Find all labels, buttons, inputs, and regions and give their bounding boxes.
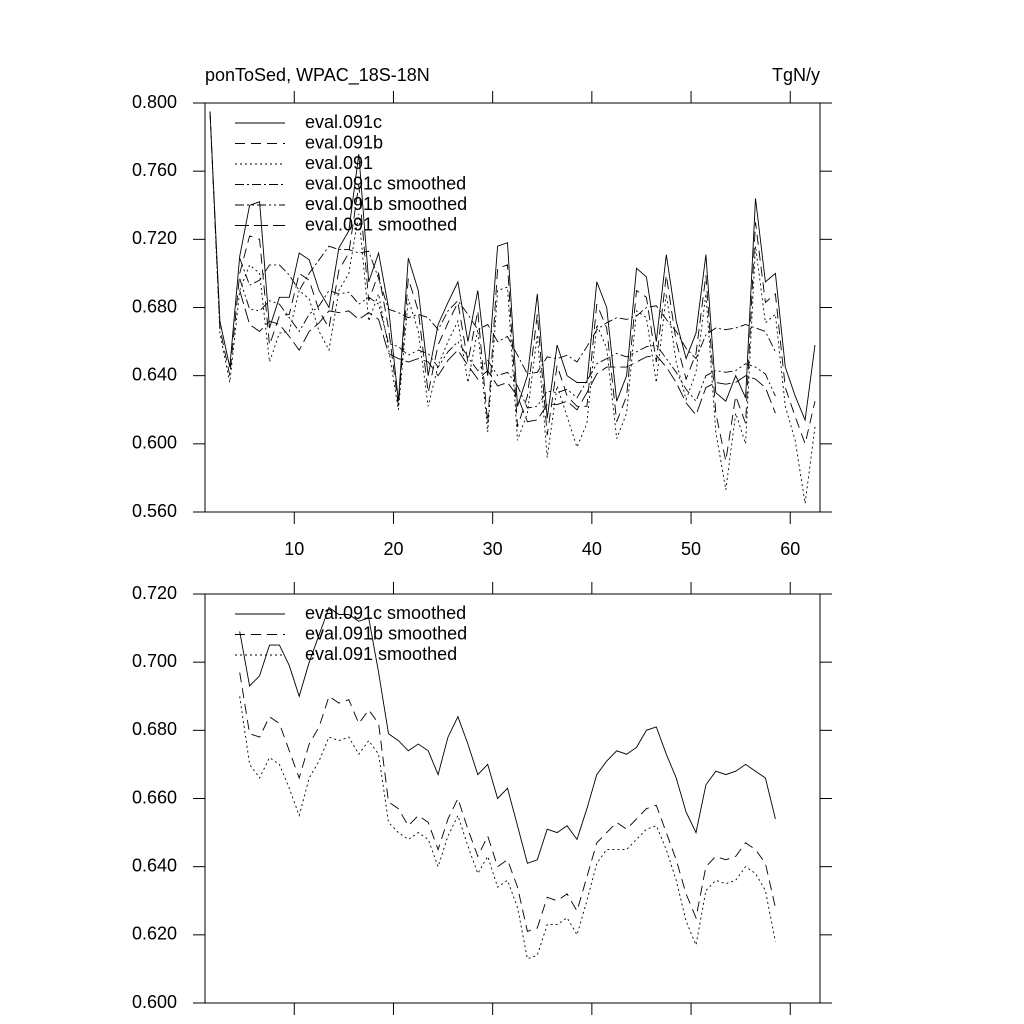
x-tick-label: 30: [483, 539, 503, 559]
y-tick-label: 0.760: [132, 160, 177, 180]
y-tick-label: 0.680: [132, 296, 177, 316]
legend-label: eval.091 smoothed: [305, 644, 457, 664]
series-line: [239, 606, 776, 864]
plot-frame: [204, 593, 821, 1004]
series-line: [209, 111, 816, 461]
y-tick-label: 0.600: [132, 433, 177, 453]
legend-label: eval.091c smoothed: [305, 173, 466, 193]
x-tick-label: 50: [681, 539, 701, 559]
legend-label: eval.091b smoothed: [305, 623, 467, 643]
chart-title: ponToSed, WPAC_18S-18N: [205, 65, 430, 86]
x-tick-label: 10: [284, 539, 304, 559]
y-tick-label: 0.660: [132, 787, 177, 807]
y-tick-label: 0.720: [132, 228, 177, 248]
legend-label: eval.091: [305, 153, 373, 173]
x-tick-label: 40: [582, 539, 602, 559]
series-line: [209, 111, 816, 422]
y-tick-label: 0.560: [132, 501, 177, 521]
y-tick-label: 0.640: [132, 855, 177, 875]
y-tick-label: 0.600: [132, 992, 177, 1012]
y-tick-label: 0.680: [132, 719, 177, 739]
series-line: [239, 672, 776, 932]
x-tick-label: 20: [383, 539, 403, 559]
series-line: [209, 111, 816, 504]
series-line: [239, 696, 776, 960]
y-tick-label: 0.720: [132, 583, 177, 603]
legend-label: eval.091b: [305, 132, 383, 152]
series-line: [239, 290, 776, 423]
legend-label: eval.091b smoothed: [305, 194, 467, 214]
legend-label: eval.091c: [305, 112, 382, 132]
legend-label: eval.091c smoothed: [305, 603, 466, 623]
y-tick-label: 0.700: [132, 651, 177, 671]
units-label: TgN/y: [772, 65, 820, 85]
y-tick-label: 0.800: [132, 92, 177, 112]
y-tick-label: 0.620: [132, 924, 177, 944]
series-line: [239, 278, 776, 409]
legend-label: eval.091 smoothed: [305, 214, 457, 234]
series-line: [239, 245, 776, 375]
y-tick-label: 0.640: [132, 364, 177, 384]
x-tick-label: 60: [780, 539, 800, 559]
